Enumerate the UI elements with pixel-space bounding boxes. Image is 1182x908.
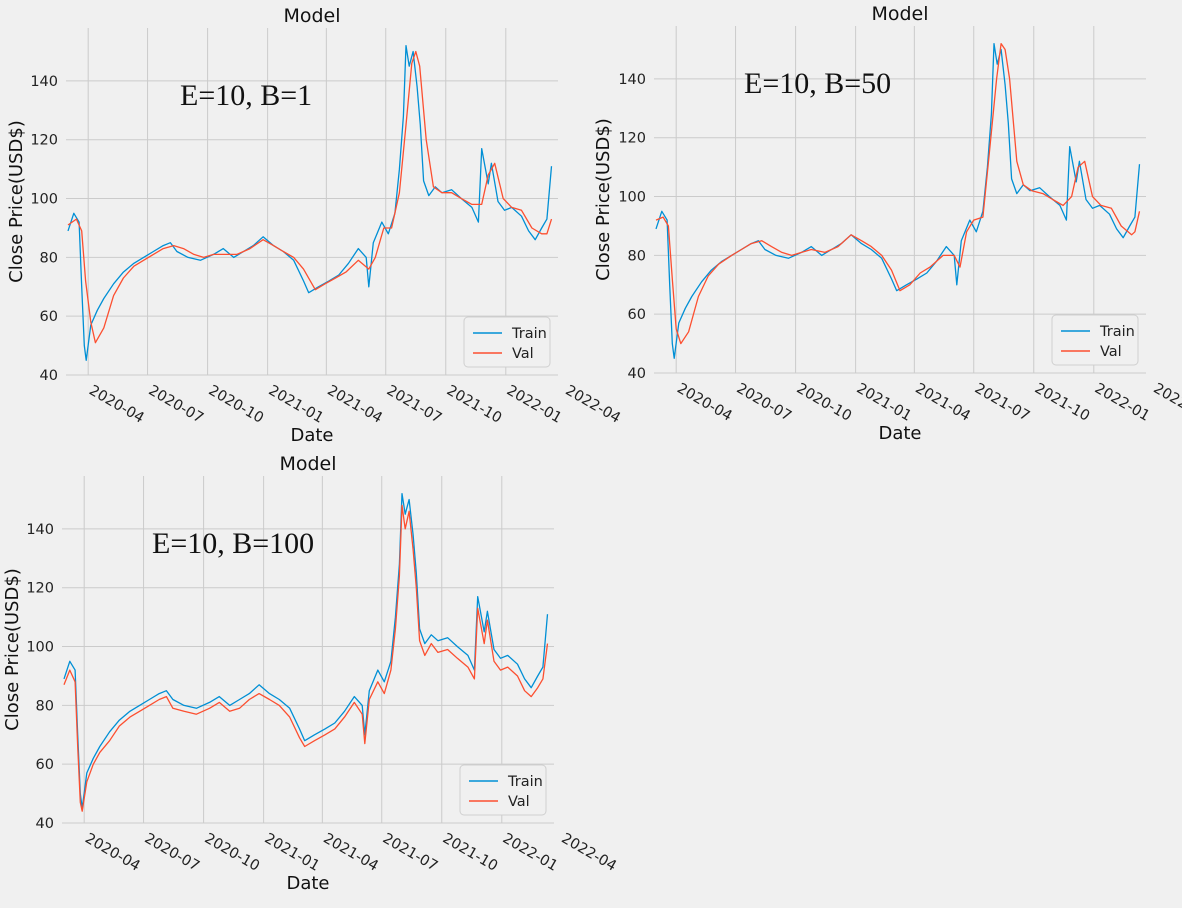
y-tick-label: 40 <box>628 366 646 382</box>
x-tick-label: 2022-04 <box>559 831 619 875</box>
y-tick-label: 140 <box>618 72 646 88</box>
x-tick-label: 2020-07 <box>734 381 794 425</box>
y-tick-label: 60 <box>628 307 646 323</box>
legend-label-val: Val <box>1100 344 1122 360</box>
x-tick-label: 2021-07 <box>384 383 444 427</box>
legend: Train Val <box>459 764 547 816</box>
y-tick-label: 120 <box>618 131 646 147</box>
chart-title: Model <box>279 453 336 475</box>
chart-title: Model <box>283 5 340 27</box>
y-tick-label: 60 <box>40 309 58 325</box>
legend-box <box>463 316 551 368</box>
x-tick-label: 2021-07 <box>380 831 440 875</box>
x-tick-label: 2021-01 <box>266 383 326 427</box>
legend-box <box>459 764 547 816</box>
legend: Train Val <box>463 316 551 368</box>
x-tick-label: 2020-07 <box>146 383 206 427</box>
x-tick-label: 2020-04 <box>82 831 142 875</box>
legend-box <box>1051 314 1139 366</box>
x-tick-label: 2021-10 <box>444 383 504 427</box>
x-axis-label: Date <box>290 425 333 446</box>
y-axis-label: Close Price(USD$) <box>593 118 614 281</box>
y-tick-label: 80 <box>36 698 54 714</box>
x-tick-label: 2022-01 <box>1092 381 1152 425</box>
x-axis-label: Date <box>878 423 921 444</box>
x-tick-label: 2022-04 <box>563 383 623 427</box>
x-tick-label: 2022-01 <box>504 383 564 427</box>
y-tick-label: 140 <box>26 522 54 538</box>
y-tick-label: 120 <box>30 133 58 149</box>
y-tick-label: 60 <box>36 757 54 773</box>
y-tick-label: 100 <box>30 192 58 208</box>
series-line-val <box>63 504 549 812</box>
x-tick-label: 2021-10 <box>1032 381 1092 425</box>
y-tick-label: 120 <box>26 581 54 597</box>
x-tick-label: 2020-10 <box>794 381 854 425</box>
legend-label-val: Val <box>508 794 530 810</box>
x-tick-label: 2022-01 <box>500 831 560 875</box>
x-tick-label: 2021-07 <box>972 381 1032 425</box>
series-line-train <box>67 44 553 361</box>
x-tick-label: 2020-10 <box>206 383 266 427</box>
x-tick-label: 2021-04 <box>320 831 380 875</box>
y-axis-label: Close Price(USD$) <box>6 120 27 283</box>
annotation-text: E=10, B=50 <box>744 67 891 100</box>
x-tick-label: 2021-10 <box>440 831 500 875</box>
x-tick-label: 2020-04 <box>86 383 146 427</box>
x-tick-label: 2021-01 <box>262 831 322 875</box>
annotation-text: E=10, B=100 <box>152 527 314 560</box>
x-tick-label: 2021-04 <box>324 383 384 427</box>
series-line-val <box>655 42 1141 345</box>
x-tick-label: 2021-04 <box>912 381 972 425</box>
x-tick-label: 2020-10 <box>202 831 262 875</box>
y-tick-label: 40 <box>40 368 58 384</box>
legend-label-train: Train <box>511 326 547 342</box>
x-tick-label: 2020-07 <box>142 831 202 875</box>
legend-label-train: Train <box>507 774 543 790</box>
x-tick-label: 2020-04 <box>674 381 734 425</box>
chart-title: Model <box>871 3 928 25</box>
legend: Train Val <box>1051 314 1139 366</box>
y-tick-label: 80 <box>40 250 58 266</box>
y-tick-label: 140 <box>30 74 58 90</box>
x-axis-label: Date <box>286 873 329 894</box>
y-tick-label: 40 <box>36 816 54 832</box>
series-line-val <box>67 50 553 344</box>
y-axis-label: Close Price(USD$) <box>2 568 23 731</box>
y-tick-label: 80 <box>628 248 646 264</box>
x-tick-label: 2022-04 <box>1151 381 1182 425</box>
annotation-text: E=10, B=1 <box>180 79 312 112</box>
legend-label-train: Train <box>1099 324 1135 340</box>
y-tick-label: 100 <box>26 640 54 656</box>
x-tick-label: 2021-01 <box>854 381 914 425</box>
y-tick-label: 100 <box>618 190 646 206</box>
legend-label-val: Val <box>512 346 534 362</box>
